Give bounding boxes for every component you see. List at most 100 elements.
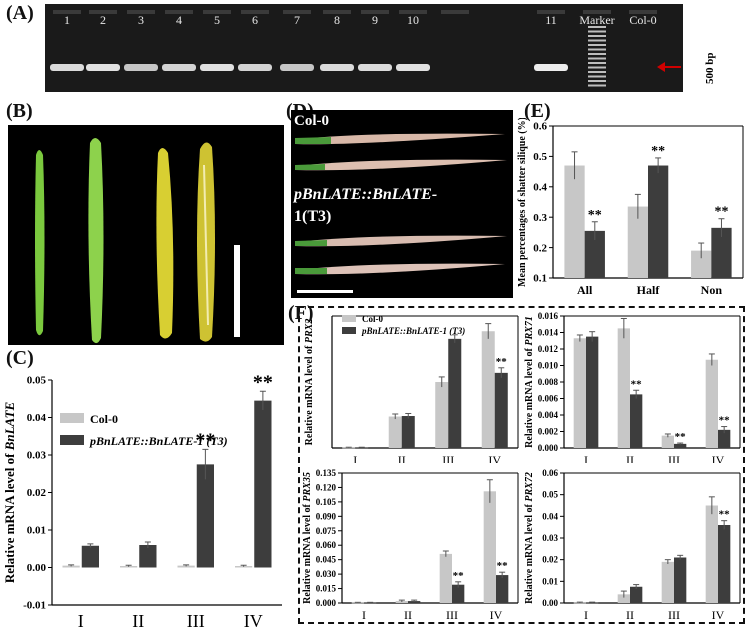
legend-swatch <box>342 327 356 334</box>
marker-band <box>588 57 606 60</box>
photo-d-label-t3: 1(T3) <box>294 208 332 225</box>
marker-band <box>588 44 606 46</box>
significance-mark: ** <box>496 356 508 368</box>
bar <box>674 443 687 448</box>
gel-well <box>89 10 117 14</box>
gel-well <box>629 10 657 14</box>
legend-label: pBnLATE::BnLATE-1 (T3) <box>361 326 465 336</box>
y-tick-label: 0.008 <box>538 377 559 387</box>
gel-well <box>203 10 231 14</box>
y-tick-label: 0.002 <box>538 427 559 437</box>
gel-well <box>441 10 469 14</box>
y-tick-label: 0.03 <box>27 450 47 462</box>
legend-label: pBnLATE::BnLATE-1 (T3) <box>89 434 228 448</box>
y-axis-label: Relative mRNA level of BnLATE <box>2 402 17 584</box>
gel-band <box>86 64 120 71</box>
y-tick-label: 0.105 <box>316 497 337 507</box>
y-axis-label: Relative mRNA level of PRX72 <box>524 472 535 604</box>
category-label: I <box>584 453 588 463</box>
marker-band <box>588 30 606 33</box>
y-tick-label: 0.030 <box>316 569 337 579</box>
gel-well <box>361 10 389 14</box>
bar <box>630 394 643 448</box>
gel-lane-label: Marker <box>579 13 614 27</box>
y-tick-label: 0.03 <box>542 533 558 543</box>
bar <box>62 565 80 568</box>
category-label: IV <box>490 608 503 622</box>
gel-lane-label: 11 <box>545 13 557 27</box>
y-tick-label: 0.000 <box>538 443 559 453</box>
significance-mark: ** <box>651 144 665 159</box>
gel-lane-label: 6 <box>252 13 258 27</box>
gel-lane-label: 4 <box>176 13 182 27</box>
y-tick-label: 0.012 <box>538 344 559 354</box>
gel-band <box>238 64 272 71</box>
y-tick-label: 0.014 <box>538 328 559 338</box>
bar <box>711 227 732 278</box>
category-label: II <box>398 453 406 463</box>
chart-f-prx72: 0.000.010.020.030.040.050.06I II III**IVRe… <box>524 468 741 622</box>
category-label: Half <box>637 283 661 297</box>
bar <box>705 359 718 448</box>
gel-well <box>165 10 193 14</box>
gel-lane-label: 3 <box>138 13 144 27</box>
category-label: I <box>353 453 357 463</box>
bar <box>439 553 452 603</box>
bar <box>342 447 356 449</box>
y-tick-label: 0.01 <box>27 525 46 537</box>
bar <box>564 165 585 278</box>
bar <box>674 557 687 603</box>
bar <box>617 594 630 603</box>
y-tick-label: 0.015 <box>316 584 337 594</box>
category-label: I <box>362 608 366 622</box>
y-tick-label: 0.05 <box>27 375 47 387</box>
y-tick-label: 0.05 <box>542 490 558 500</box>
legend-label: Col-0 <box>90 412 118 426</box>
legend-swatch <box>60 413 84 423</box>
significance-mark: ** <box>195 429 215 451</box>
y-axis-label: Mean percentages of shatter silique (%) <box>517 118 528 287</box>
legend-swatch <box>342 315 356 322</box>
legend-swatch <box>60 435 84 445</box>
panel-label-b: (B) <box>6 100 33 122</box>
category-label: II <box>626 453 634 463</box>
category-label: IV <box>712 608 725 622</box>
gel-well <box>241 10 269 14</box>
gel-band <box>358 64 392 71</box>
gel-band <box>396 64 430 71</box>
bar <box>661 435 674 448</box>
bar <box>586 336 599 448</box>
gel-lane-label: 2 <box>100 13 106 27</box>
y-tick-label: 0.04 <box>542 511 558 521</box>
significance-mark: ** <box>719 509 731 521</box>
gel-image: 1 2 3 4 5 6 7 8 9 10 11 Marker Col-0 <box>45 4 683 92</box>
gel-lane-label: 8 <box>334 13 340 27</box>
y-tick-label: 0.004 <box>538 410 559 420</box>
gel-lane-label: Col-0 <box>629 13 656 27</box>
y-tick-label: 0.04 <box>27 412 47 424</box>
chart-f-prx71: 0.000 0.002 0.004 0.006 0.008 0.010 0.012 0.014… <box>524 311 741 463</box>
significance-mark: ** <box>453 570 465 582</box>
y-tick-label: 0.060 <box>316 540 337 550</box>
marker-band <box>588 35 606 37</box>
silique-photo-b <box>8 125 284 345</box>
bar <box>483 491 496 603</box>
y-tick-label: 0.00 <box>542 598 558 608</box>
gel-well <box>53 10 81 14</box>
marker-band <box>588 48 606 51</box>
category-label: All <box>577 283 593 297</box>
bar <box>196 464 214 568</box>
category-label: III <box>446 608 458 622</box>
marker-band <box>588 71 606 73</box>
bar <box>435 382 449 448</box>
y-tick-label: 0.120 <box>316 482 337 492</box>
gel-well <box>323 10 351 14</box>
y-tick-label: 0.4 <box>533 181 547 193</box>
y-axis-label: Relative mRNA level of PRX2 <box>304 319 315 446</box>
y-tick-label: 0.135 <box>316 468 337 478</box>
y-tick-label: 0.02 <box>542 555 558 565</box>
panel-f-frame <box>298 306 745 624</box>
gel-band <box>200 64 234 71</box>
gel-band <box>534 64 568 71</box>
gel-well <box>399 10 427 14</box>
